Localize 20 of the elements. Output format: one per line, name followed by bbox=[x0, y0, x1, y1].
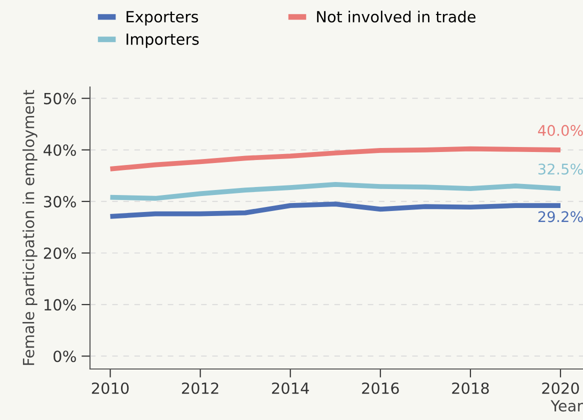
x-tick-label: 2018 bbox=[452, 382, 489, 394]
data-label: 32.5% bbox=[538, 164, 583, 175]
x-tick-label: 2014 bbox=[272, 382, 309, 394]
y-tick-label: 50% bbox=[44, 92, 76, 104]
y-tick-label: 10% bbox=[44, 299, 76, 311]
y-tick-label: 40% bbox=[44, 144, 76, 156]
data-label: 29.2% bbox=[538, 211, 583, 222]
x-tick-label: 2012 bbox=[182, 382, 218, 394]
legend-label: Exporters bbox=[126, 11, 198, 26]
legend-label: Importers bbox=[126, 34, 199, 48]
y-tick-label: 0% bbox=[54, 350, 76, 362]
x-tick-label: 2016 bbox=[362, 382, 399, 394]
x-tick-label: 2020 bbox=[542, 382, 579, 394]
y-tick-label: 30% bbox=[44, 196, 76, 208]
legend-label: Not involved in trade bbox=[317, 10, 476, 23]
y-tick-label: 20% bbox=[44, 247, 76, 260]
data-label: 40.0% bbox=[538, 124, 583, 136]
y-axis-title: Female participation in employment bbox=[22, 90, 38, 365]
x-tick-label: 2010 bbox=[92, 382, 129, 394]
x-axis-title: Year bbox=[550, 400, 583, 412]
